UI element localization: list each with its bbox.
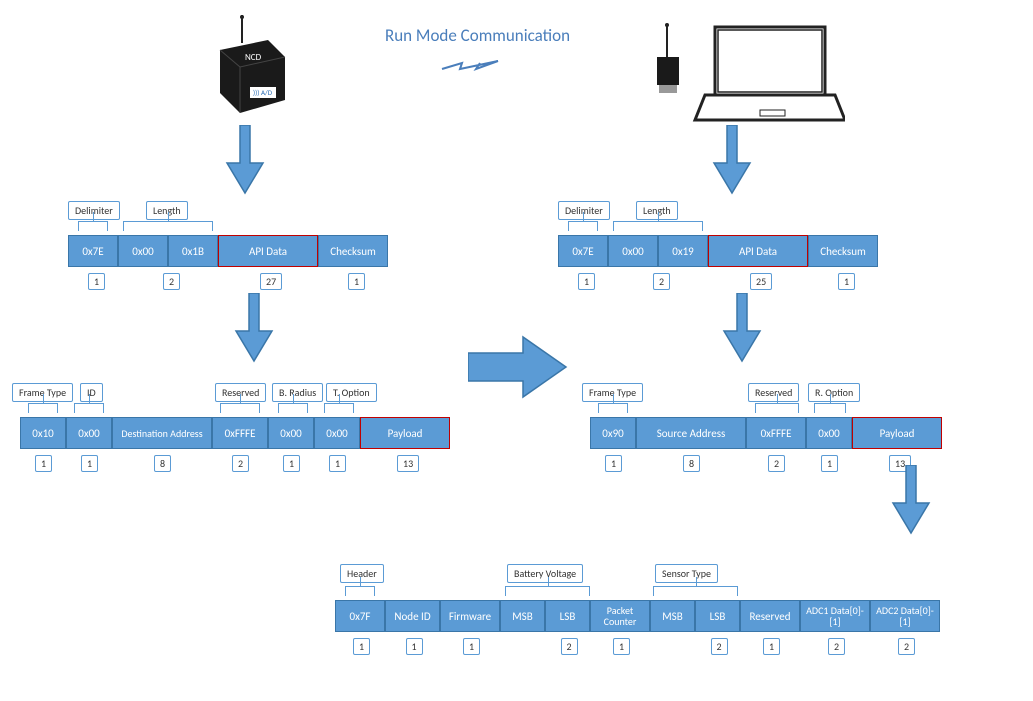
byte-count: 8: [154, 455, 171, 472]
bracket: [345, 586, 375, 596]
arrow-right-icon: [468, 335, 568, 402]
byte-count: 2: [653, 273, 670, 290]
cell-adc2-data-0-1-: ADC2 Data[0]-[1]: [870, 600, 940, 632]
svg-text:))) A/D: ))) A/D: [253, 88, 273, 97]
label-header: Header: [340, 564, 384, 583]
label-length: Length: [146, 201, 188, 220]
cell-api-data: API Data: [218, 235, 318, 267]
byte-count: 1: [406, 638, 423, 655]
cell-api-data: API Data: [708, 235, 808, 267]
arrow-down-icon: [234, 293, 274, 363]
bracket: [613, 221, 703, 231]
byte-count: 1: [353, 638, 370, 655]
arrow-down-icon: [722, 293, 762, 363]
svg-text:NCD: NCD: [245, 52, 262, 63]
laptop-device-icon: [645, 15, 845, 135]
bracket: [278, 403, 308, 413]
cell-payload: Payload: [360, 417, 450, 449]
arrow-down-icon: [225, 125, 265, 195]
bracket: [598, 403, 628, 413]
bracket: [123, 221, 213, 231]
cell-source-address: Source Address: [636, 417, 746, 449]
cell-0x00: 0x00: [66, 417, 112, 449]
bracket: [78, 221, 108, 231]
label-id: ID: [80, 383, 103, 402]
cell-msb: MSB: [500, 600, 545, 632]
cell-0x00: 0x00: [608, 235, 658, 267]
arrow-down-icon: [712, 125, 752, 195]
cell-0xfffe: 0xFFFE: [212, 417, 268, 449]
cell-payload: Payload: [852, 417, 942, 449]
bracket: [28, 403, 58, 413]
cell-lsb: LSB: [545, 600, 590, 632]
cell-firmware: Firmware: [440, 600, 500, 632]
bracket: [814, 403, 846, 413]
cell-0x00: 0x00: [268, 417, 314, 449]
byte-count: 2: [163, 273, 180, 290]
label-b-radius: B. Radius: [272, 383, 323, 402]
byte-count: 8: [683, 455, 700, 472]
label-length: Length: [636, 201, 678, 220]
cell-checksum: Checksum: [808, 235, 878, 267]
byte-count: 2: [711, 638, 728, 655]
cell-adc1-data-0-1-: ADC1 Data[0]-[1]: [800, 600, 870, 632]
cell-0x00: 0x00: [806, 417, 852, 449]
arrow-down-icon: [891, 465, 931, 535]
cell-destination-address: Destination Address: [112, 417, 212, 449]
label-sensor-type: Sensor Type: [655, 564, 718, 583]
cell-0xfffe: 0xFFFE: [746, 417, 806, 449]
bracket: [653, 586, 738, 596]
byte-count: 2: [561, 638, 578, 655]
byte-count: 27: [260, 273, 282, 290]
byte-count: 2: [898, 638, 915, 655]
cell-0x00: 0x00: [314, 417, 360, 449]
cell-msb: MSB: [650, 600, 695, 632]
cell-0x00: 0x00: [118, 235, 168, 267]
byte-count: 1: [578, 273, 595, 290]
cell-checksum: Checksum: [318, 235, 388, 267]
cell-0x1b: 0x1B: [168, 235, 218, 267]
bracket: [74, 403, 104, 413]
label-r-option: R. Option: [808, 383, 860, 402]
byte-count: 1: [35, 455, 52, 472]
cell-0x19: 0x19: [658, 235, 708, 267]
label-battery-voltage: Battery Voltage: [507, 564, 583, 583]
byte-count: 1: [463, 638, 480, 655]
diagram-title: Run Mode Communication: [385, 25, 570, 46]
bracket: [220, 403, 260, 413]
cell-0x10: 0x10: [20, 417, 66, 449]
byte-count: 1: [348, 273, 365, 290]
byte-count: 2: [768, 455, 785, 472]
label-t-option: T. Option: [326, 383, 377, 402]
byte-count: 25: [750, 273, 772, 290]
bracket: [505, 586, 590, 596]
byte-count: 1: [605, 455, 622, 472]
cell-reserved: Reserved: [740, 600, 800, 632]
cell-packet-counter: Packet Counter: [590, 600, 650, 632]
byte-count: 2: [828, 638, 845, 655]
bracket: [324, 403, 354, 413]
cell-node-id: Node ID: [385, 600, 440, 632]
byte-count: 2: [232, 455, 249, 472]
bracket: [568, 221, 598, 231]
byte-count: 1: [81, 455, 98, 472]
byte-count: 1: [821, 455, 838, 472]
byte-count: 1: [763, 638, 780, 655]
cell-0x7f: 0x7F: [335, 600, 385, 632]
byte-count: 1: [838, 273, 855, 290]
cell-lsb: LSB: [695, 600, 740, 632]
sensor-device-icon: NCD ))) A/D: [190, 15, 300, 125]
cell-0x7e: 0x7E: [558, 235, 608, 267]
byte-count: 1: [613, 638, 630, 655]
byte-count: 1: [329, 455, 346, 472]
cell-0x90: 0x90: [590, 417, 636, 449]
byte-count: 1: [283, 455, 300, 472]
cell-0x7e: 0x7E: [68, 235, 118, 267]
label-reserved: Reserved: [748, 383, 799, 402]
wireless-icon: [440, 55, 500, 83]
byte-count: 13: [397, 455, 419, 472]
byte-count: 1: [88, 273, 105, 290]
bracket: [755, 403, 799, 413]
